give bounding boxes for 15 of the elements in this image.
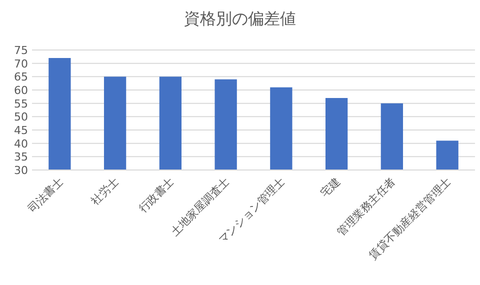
y-tick-label: 75	[14, 44, 28, 57]
chart-title: 資格別の偏差値	[184, 9, 296, 28]
x-tick-label: 社労士	[88, 174, 122, 208]
y-tick-label: 40	[14, 137, 28, 150]
y-tick-label: 35	[14, 150, 28, 164]
y-tick-label: 60	[14, 84, 28, 97]
x-tick-label: 行政書士	[136, 174, 177, 216]
y-tick-label: 55	[14, 97, 28, 110]
y-tick-label: 45	[14, 124, 28, 137]
y-tick-label: 70	[14, 57, 28, 70]
y-tick-label: 50	[14, 110, 28, 124]
y-tick-label: 65	[14, 70, 28, 84]
y-tick-label: 30	[14, 164, 28, 177]
x-tick-label: 宅建	[318, 174, 343, 200]
x-tick-label: 司法書士	[26, 174, 66, 216]
